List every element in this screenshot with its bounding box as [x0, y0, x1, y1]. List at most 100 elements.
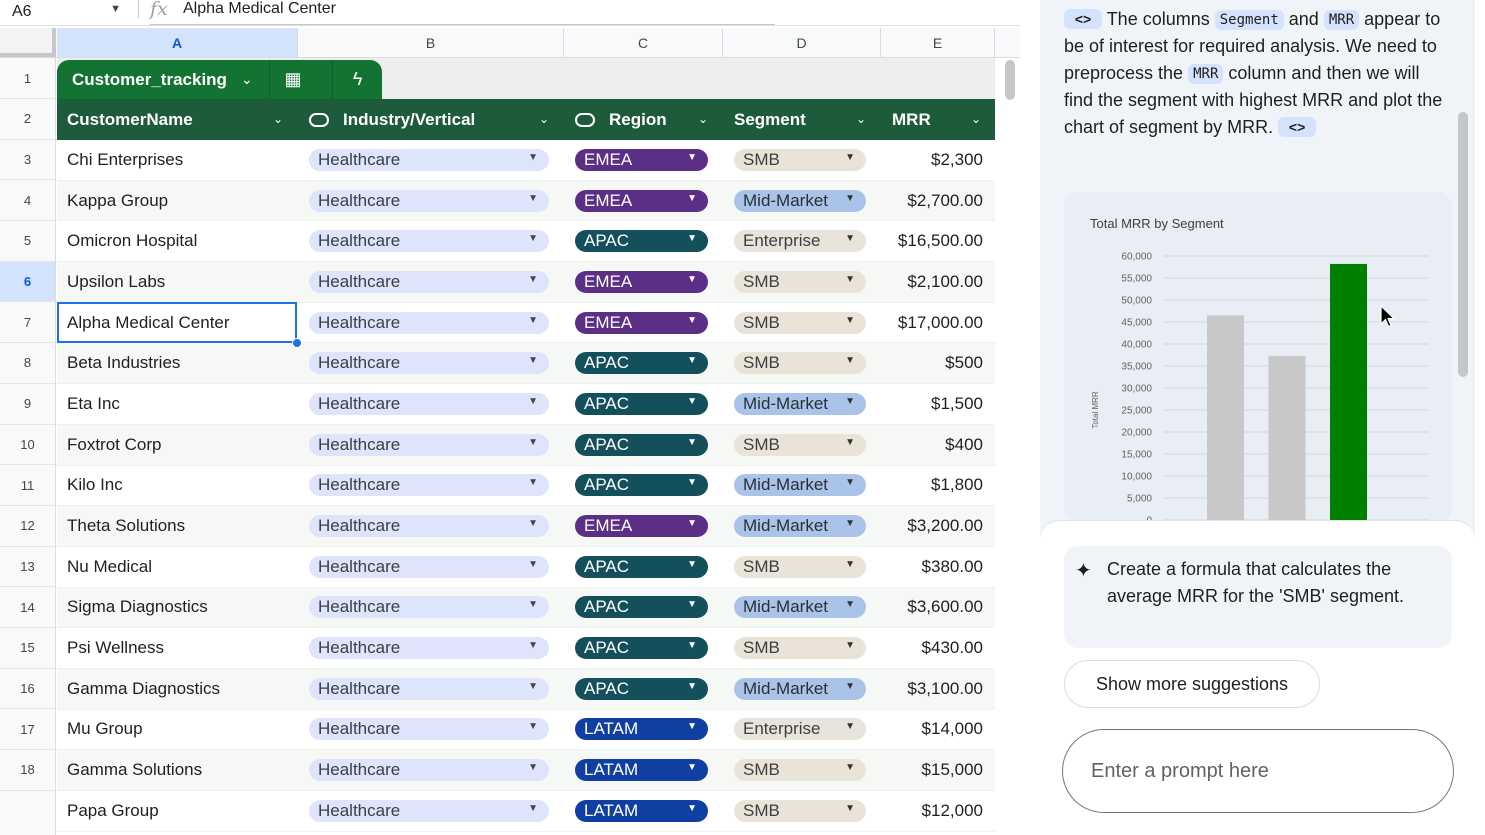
- fill-handle[interactable]: [292, 337, 302, 348]
- dropdown-arrow-icon[interactable]: ▼: [528, 477, 538, 489]
- dropdown-chip[interactable]: APAC ▼: [575, 677, 708, 700]
- dropdown-chip[interactable]: APAC ▼: [575, 474, 708, 497]
- dropdown-arrow-icon[interactable]: ▼: [845, 762, 855, 774]
- dropdown-chip[interactable]: APAC ▼: [575, 596, 708, 619]
- row-header[interactable]: 12: [0, 506, 55, 547]
- cell-mrr[interactable]: $15,000: [880, 750, 995, 791]
- row-header[interactable]: 18: [0, 750, 55, 791]
- dropdown-chip[interactable]: EMEA ▼: [575, 270, 708, 293]
- dropdown-arrow-icon[interactable]: ▼: [687, 721, 697, 733]
- dropdown-arrow-icon[interactable]: ▼: [845, 518, 855, 530]
- cell-segment[interactable]: SMB ▼: [722, 302, 880, 343]
- dropdown-arrow-icon[interactable]: ▼: [528, 192, 538, 204]
- dropdown-chip[interactable]: EMEA ▼: [575, 311, 708, 334]
- dropdown-arrow-icon[interactable]: ▼: [845, 436, 855, 448]
- cell-region[interactable]: LATAM ▼: [563, 791, 722, 832]
- dropdown-chip[interactable]: SMB ▼: [734, 555, 866, 578]
- cell-segment[interactable]: Mid-Market ▼: [722, 384, 880, 425]
- cell-segment[interactable]: Mid-Market ▼: [722, 465, 880, 506]
- cell-region[interactable]: APAC ▼: [563, 668, 722, 709]
- dropdown-chip[interactable]: Mid-Market ▼: [734, 189, 866, 212]
- cell-region[interactable]: APAC ▼: [563, 384, 722, 425]
- cell-industry[interactable]: Healthcare ▼: [297, 750, 563, 791]
- row-header[interactable]: 1: [0, 58, 55, 99]
- cell-mrr[interactable]: $3,100.00: [880, 668, 995, 709]
- cell-mrr[interactable]: $12,000: [880, 791, 995, 832]
- cell-segment[interactable]: SMB ▼: [722, 140, 880, 181]
- dropdown-chip[interactable]: EMEA ▼: [575, 515, 708, 538]
- cell-customer-name[interactable]: Nu Medical: [57, 546, 297, 587]
- table-name-chip[interactable]: Customer_tracking ⌄ ▦ ϟ: [57, 60, 382, 99]
- cell-segment[interactable]: SMB ▼: [722, 791, 880, 832]
- dropdown-chip[interactable]: Healthcare ▼: [309, 352, 549, 375]
- dropdown-chip[interactable]: Healthcare ▼: [309, 677, 549, 700]
- dropdown-chip[interactable]: LATAM ▼: [575, 718, 708, 741]
- dropdown-arrow-icon[interactable]: ▼: [687, 273, 697, 285]
- dropdown-chip[interactable]: APAC ▼: [575, 433, 708, 456]
- dropdown-arrow-icon[interactable]: ▼: [528, 640, 538, 652]
- cell-segment[interactable]: Mid-Market ▼: [722, 180, 880, 221]
- dropdown-arrow-icon[interactable]: ▼: [687, 395, 697, 407]
- row-header[interactable]: 15: [0, 628, 55, 669]
- dropdown-arrow-icon[interactable]: ▼: [528, 273, 538, 285]
- cell-region[interactable]: APAC ▼: [563, 424, 722, 465]
- formula-input[interactable]: Alpha Medical Center: [183, 0, 336, 17]
- dropdown-chip[interactable]: Healthcare ▼: [309, 515, 549, 538]
- dropdown-chip[interactable]: EMEA ▼: [575, 189, 708, 212]
- header-mrr[interactable]: MRR ⌄: [880, 99, 995, 140]
- dropdown-chip[interactable]: Healthcare ▼: [309, 799, 549, 822]
- dropdown-chip[interactable]: Enterprise ▼: [734, 230, 866, 253]
- cell-mrr[interactable]: $430.00: [880, 628, 995, 669]
- dropdown-chip[interactable]: APAC ▼: [575, 392, 708, 415]
- cell-region[interactable]: EMEA ▼: [563, 302, 722, 343]
- dropdown-chip[interactable]: Mid-Market ▼: [734, 596, 866, 619]
- dropdown-arrow-icon[interactable]: ▼: [687, 599, 697, 611]
- dropdown-chip[interactable]: SMB ▼: [734, 148, 866, 171]
- dropdown-arrow-icon[interactable]: ▼: [528, 314, 538, 326]
- side-panel-scrollbar[interactable]: [1458, 112, 1468, 377]
- dropdown-chip[interactable]: SMB ▼: [734, 311, 866, 334]
- dropdown-chip[interactable]: Healthcare ▼: [309, 637, 549, 660]
- cell-region[interactable]: EMEA ▼: [563, 262, 722, 303]
- name-box[interactable]: A6 ▼: [0, 0, 135, 24]
- dropdown-chip[interactable]: Healthcare ▼: [309, 596, 549, 619]
- cell-region[interactable]: EMEA ▼: [563, 506, 722, 547]
- dropdown-arrow-icon[interactable]: ▼: [687, 762, 697, 774]
- dropdown-arrow-icon[interactable]: ▼: [845, 151, 855, 163]
- header-industry[interactable]: Industry/Vertical ⌄: [297, 99, 563, 140]
- cell-customer-name[interactable]: Gamma Solutions: [57, 750, 297, 791]
- dropdown-chip[interactable]: SMB ▼: [734, 352, 866, 375]
- dropdown-arrow-icon[interactable]: ▼: [528, 721, 538, 733]
- cell-industry[interactable]: Healthcare ▼: [297, 262, 563, 303]
- dropdown-arrow-icon[interactable]: ▼: [687, 477, 697, 489]
- dropdown-arrow-icon[interactable]: ▼: [687, 802, 697, 814]
- dropdown-chip[interactable]: EMEA ▼: [575, 148, 708, 171]
- dropdown-arrow-icon[interactable]: ▼: [528, 233, 538, 245]
- row-header[interactable]: 9: [0, 384, 55, 425]
- cell-industry[interactable]: Healthcare ▼: [297, 343, 563, 384]
- cell-mrr[interactable]: $2,700.00: [880, 180, 995, 221]
- cell-customer-name[interactable]: Gamma Diagnostics: [57, 668, 297, 709]
- cell-mrr[interactable]: $380.00: [880, 546, 995, 587]
- cell-mrr[interactable]: $1,800: [880, 465, 995, 506]
- dropdown-arrow-icon[interactable]: ▼: [528, 355, 538, 367]
- lightning-icon[interactable]: ϟ: [352, 69, 363, 89]
- header-region[interactable]: Region ⌄: [563, 99, 722, 140]
- cell-industry[interactable]: Healthcare ▼: [297, 424, 563, 465]
- cell-industry[interactable]: Healthcare ▼: [297, 384, 563, 425]
- cell-segment[interactable]: SMB ▼: [722, 262, 880, 303]
- dropdown-chip[interactable]: Mid-Market ▼: [734, 474, 866, 497]
- dropdown-chip[interactable]: SMB ▼: [734, 759, 866, 782]
- cell-mrr[interactable]: $2,300: [880, 140, 995, 181]
- cell-customer-name[interactable]: Papa Group: [57, 791, 297, 832]
- cell-industry[interactable]: Healthcare ▼: [297, 546, 563, 587]
- row-header[interactable]: 2: [0, 99, 55, 140]
- dropdown-arrow-icon[interactable]: ▼: [845, 599, 855, 611]
- dropdown-chip[interactable]: APAC ▼: [575, 352, 708, 375]
- row-header[interactable]: 16: [0, 669, 55, 710]
- chevron-down-icon[interactable]: ⌄: [697, 112, 708, 126]
- dropdown-chip[interactable]: Mid-Market ▼: [734, 392, 866, 415]
- dropdown-chip[interactable]: APAC ▼: [575, 637, 708, 660]
- dropdown-arrow-icon[interactable]: ▼: [845, 558, 855, 570]
- dropdown-chip[interactable]: Healthcare ▼: [309, 230, 549, 253]
